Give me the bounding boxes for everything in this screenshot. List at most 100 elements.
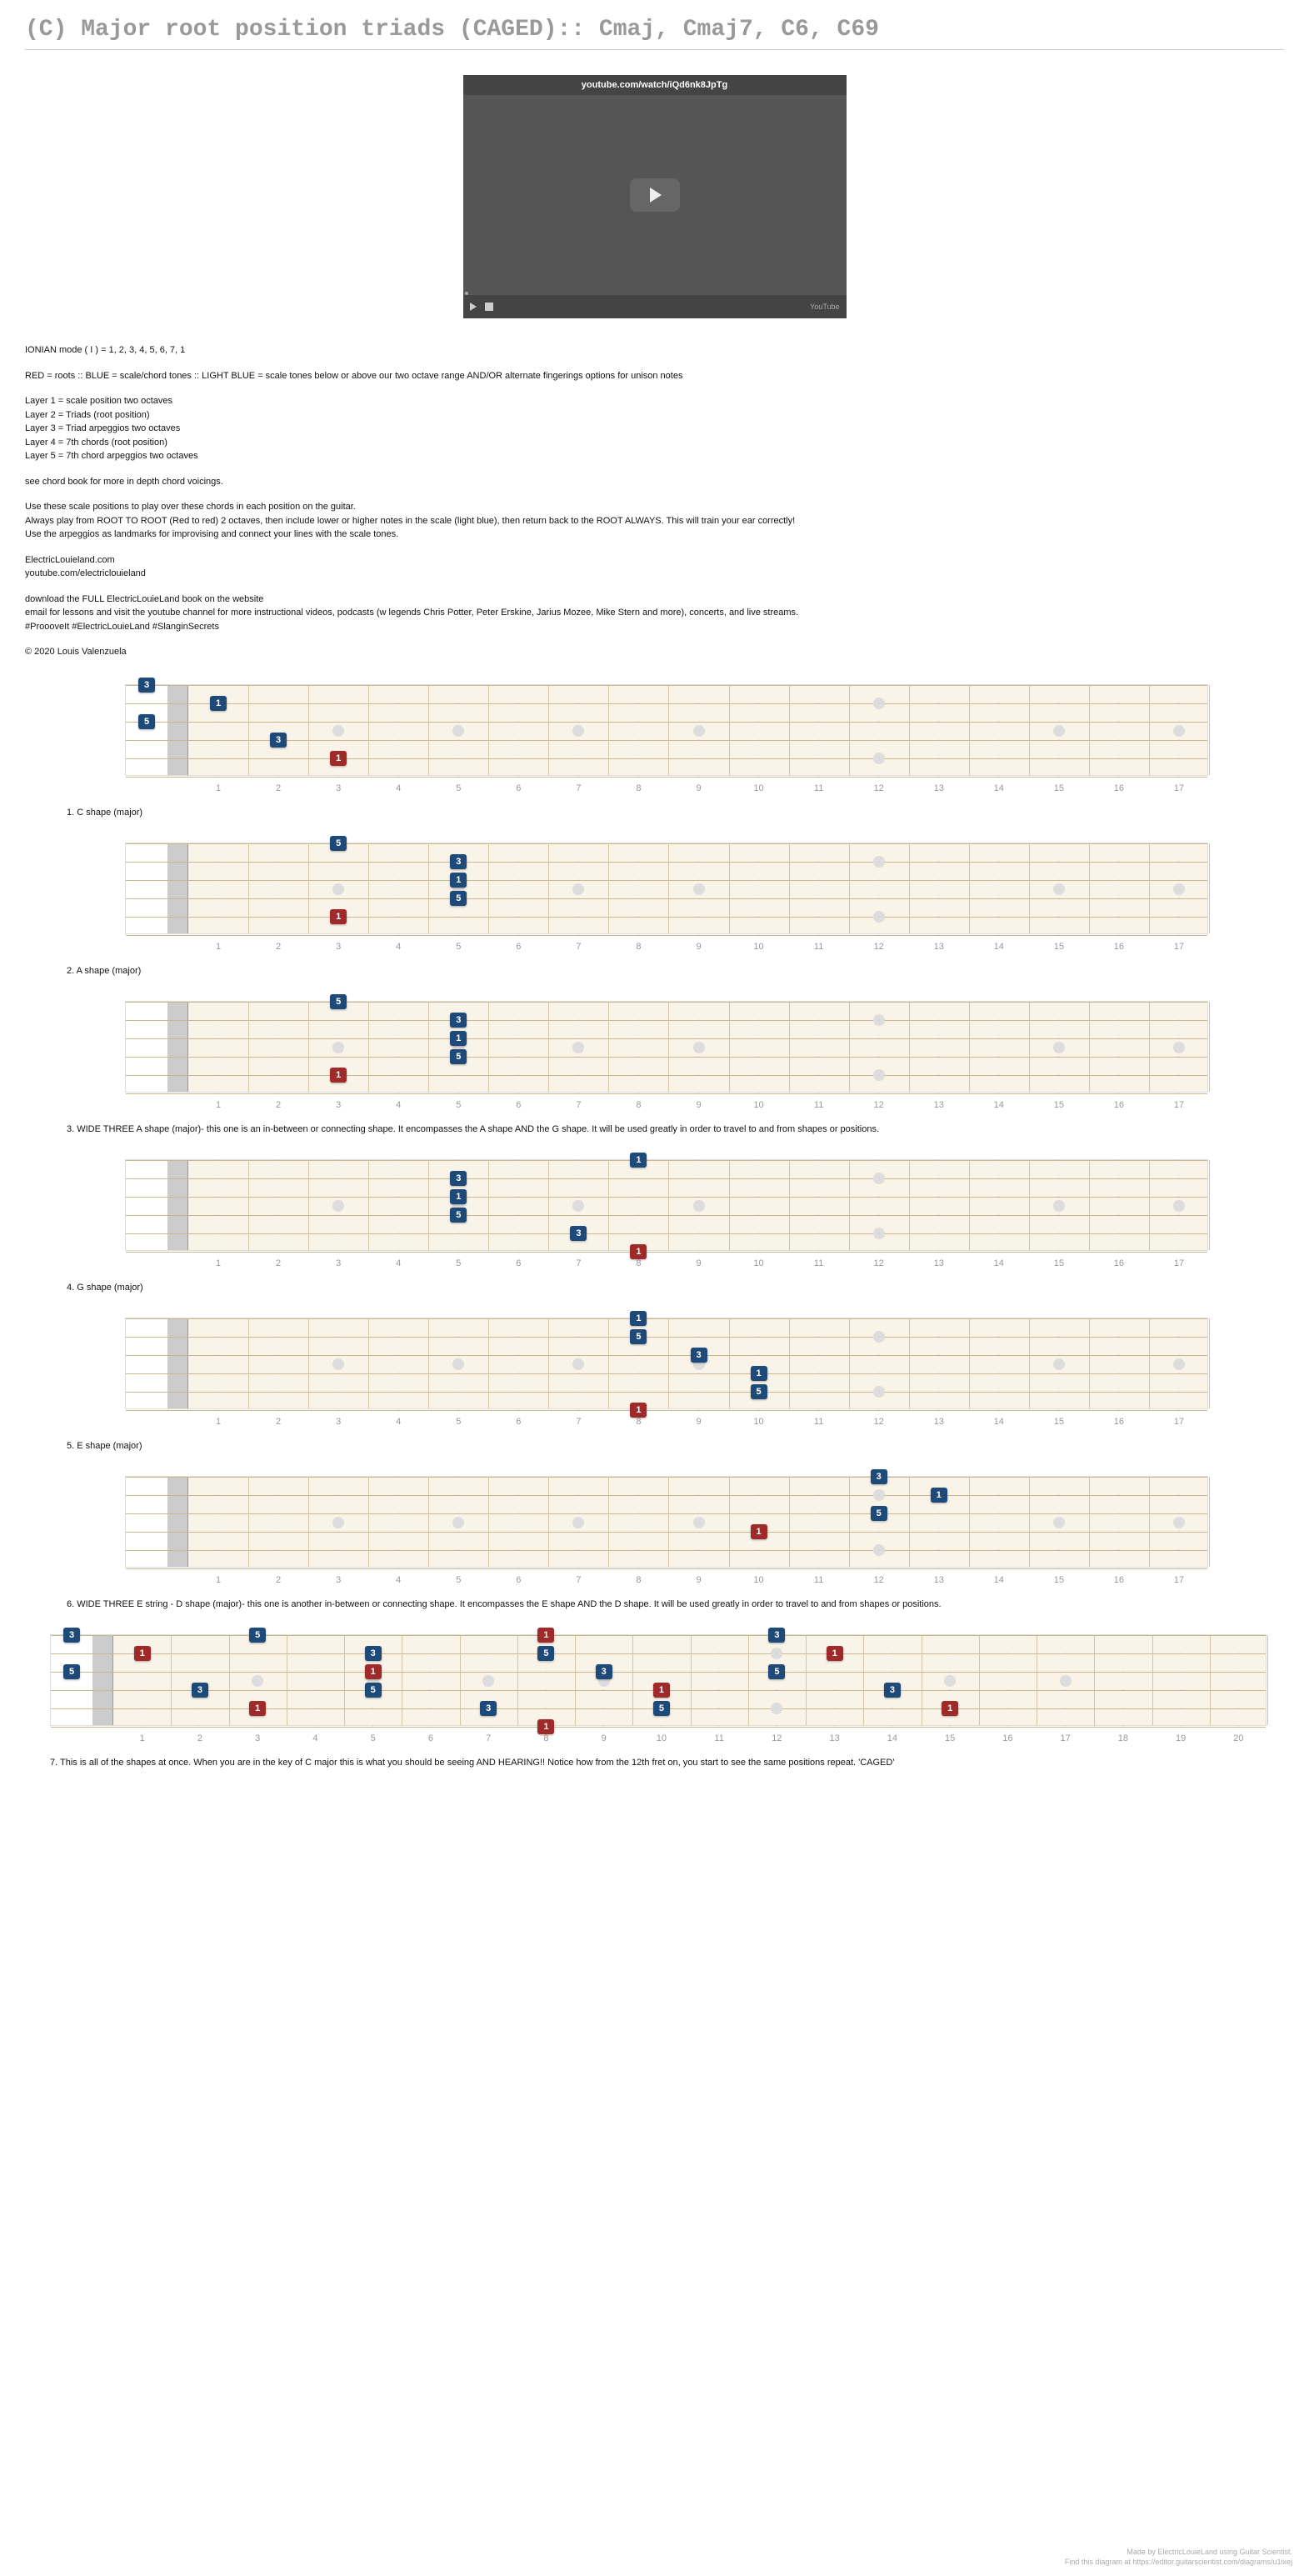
note-marker: 5 [751,1384,767,1399]
fret-number: 14 [994,1417,1004,1427]
note-marker: 3 [450,1171,467,1186]
fret-number: 9 [696,1575,701,1585]
fret-number: 2 [276,942,281,952]
fret-number: 4 [396,1417,401,1427]
fret-number: 11 [714,1733,723,1743]
fret-number: 2 [276,1100,281,1110]
fret-number: 14 [994,1100,1004,1110]
volume-icon[interactable] [485,303,493,311]
note-marker: 1 [630,1153,647,1168]
fret-number: 20 [1233,1733,1243,1743]
fret-number: 15 [1054,942,1064,952]
fret-number: 10 [753,1575,763,1585]
fret-number: 9 [696,1100,701,1110]
fret-number: 8 [636,1575,641,1585]
fret-number: 8 [636,783,641,793]
fret-number: 12 [874,1417,884,1427]
fret-number: 11 [814,783,823,793]
fret-number: 11 [814,1100,823,1110]
fret-number: 16 [1114,1417,1124,1427]
note-marker: 5 [330,836,347,851]
footer-line-2: Find this diagram at https://editor.guit… [1065,2557,1292,2568]
fret-number: 3 [336,942,341,952]
note-marker: 3 [570,1226,587,1241]
fret-number: 11 [814,1417,823,1427]
fret-number: 9 [602,1733,607,1743]
description-block: IONIAN mode ( I ) = 1, 2, 3, 4, 5, 6, 7,… [25,343,1192,659]
fret-number: 12 [772,1733,782,1743]
fret-number: 12 [874,942,884,952]
note-marker: 3 [365,1646,382,1661]
note-marker: 3 [480,1701,497,1716]
fret-number: 12 [874,1258,884,1268]
fret-number: 13 [830,1733,840,1743]
fret-number: 14 [887,1733,897,1743]
fret-number: 4 [396,783,401,793]
note-marker: 1 [630,1403,647,1418]
fret-number: 1 [216,783,221,793]
fret-number: 14 [994,1258,1004,1268]
fret-number: 10 [753,1258,763,1268]
fret-number: 13 [934,1100,944,1110]
fretboard-diagram-1: 1234567891011121314151617···············… [25,684,1284,818]
fret-number: 6 [516,1258,521,1268]
fret-number: 17 [1174,1417,1184,1427]
note-marker: 3 [63,1628,80,1643]
fret-number: 10 [657,1733,667,1743]
fret-number: 5 [456,1258,461,1268]
play-button[interactable] [630,178,680,212]
note-marker: 5 [450,1208,467,1223]
note-marker: 1 [134,1646,151,1661]
fret-number: 5 [456,1100,461,1110]
fret-number: 3 [336,1258,341,1268]
fret-number: 1 [216,1575,221,1585]
note-marker: 1 [751,1524,767,1539]
fret-number: 4 [312,1733,317,1743]
video-body[interactable] [463,95,847,295]
fret-number: 4 [396,1100,401,1110]
video-control-bar[interactable]: YouTube [463,295,847,318]
fret-number: 13 [934,1417,944,1427]
fret-number: 17 [1061,1733,1071,1743]
note-marker: 5 [330,994,347,1009]
note-marker: 5 [537,1646,554,1661]
fret-number: 9 [696,1417,701,1427]
fret-number: 11 [814,1258,823,1268]
video-provider-label: YouTube [810,303,839,311]
note-marker: 3 [192,1683,208,1698]
fret-number: 2 [276,1575,281,1585]
note-marker: 5 [450,1049,467,1064]
fret-number: 15 [1054,1417,1064,1427]
fret-number: 6 [516,783,521,793]
diagram-caption: 6. WIDE THREE E string - D shape (major)… [67,1599,1284,1609]
fret-number: 13 [934,1258,944,1268]
note-marker: 1 [330,909,347,924]
note-marker: 5 [450,891,467,906]
fret-number: 7 [576,1100,581,1110]
play-icon [650,188,662,203]
video-player[interactable]: youtube.com/watch/iQd6nk8JpTg YouTube [463,75,847,318]
fret-number: 11 [814,942,823,952]
fret-number: 17 [1174,1258,1184,1268]
fret-number: 13 [934,783,944,793]
layers-list: Layer 1 = scale position two octaves Lay… [25,394,1192,463]
fret-number: 4 [396,942,401,952]
instructions: Use these scale positions to play over t… [25,500,1192,542]
note-marker: 5 [653,1701,670,1716]
fret-number: 7 [576,783,581,793]
fret-number: 16 [1114,783,1124,793]
fret-number: 3 [336,1417,341,1427]
mode-line: IONIAN mode ( I ) = 1, 2, 3, 4, 5, 6, 7,… [25,343,1192,358]
promo-text: download the FULL ElectricLouieLand book… [25,593,1192,634]
note-marker: 1 [210,696,227,711]
fret-number: 10 [753,783,763,793]
fret-number: 3 [336,1100,341,1110]
note-marker: 1 [942,1701,958,1716]
note-marker: 5 [365,1683,382,1698]
fret-number: 8 [636,942,641,952]
fret-number: 10 [753,942,763,952]
fret-number: 1 [216,1417,221,1427]
bar-play-icon[interactable] [470,303,477,311]
fret-number: 17 [1174,1100,1184,1110]
note-marker: 1 [751,1366,767,1381]
